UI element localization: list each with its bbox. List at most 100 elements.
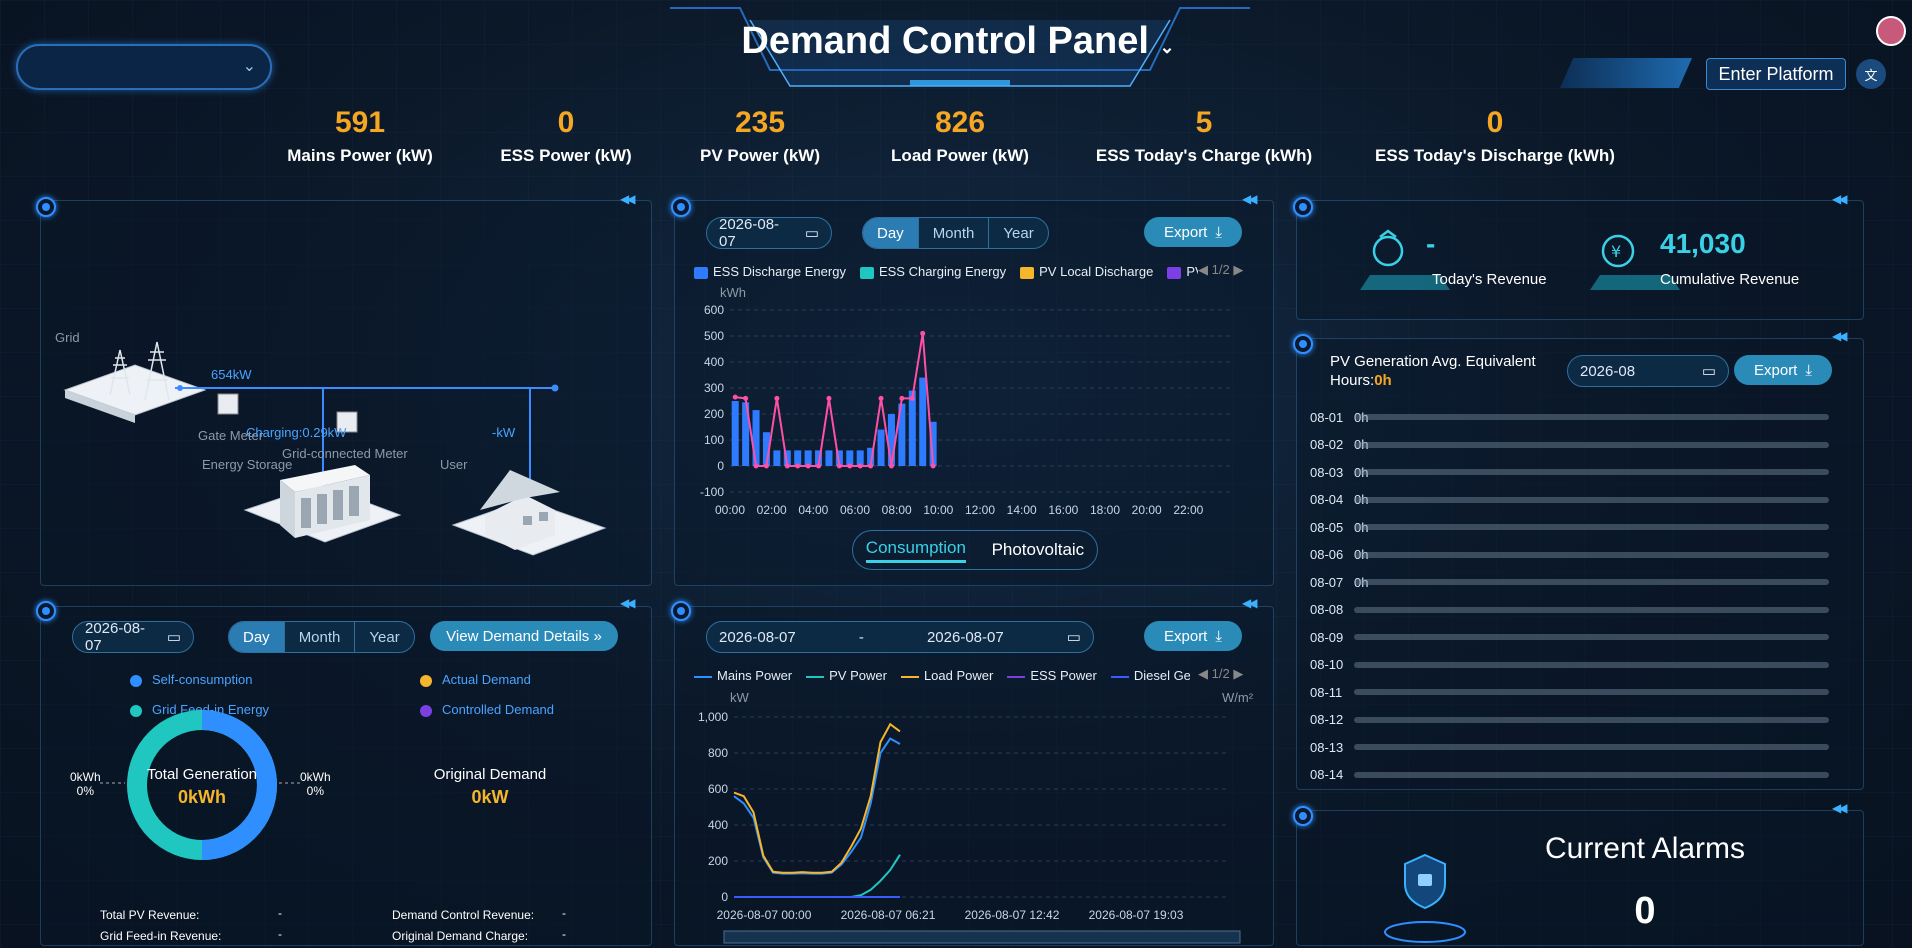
revenue-panel [1296,200,1864,320]
y-tick-label: 600 [704,303,724,317]
kpi-value: 235 [734,106,786,139]
row-date: 08-01 [1310,409,1344,425]
kpi-label: PV Power (kW) [700,146,820,165]
nav-tab[interactable] [1560,58,1692,88]
line-point [920,330,926,336]
yen-coin-icon: ¥ [1590,234,1680,290]
tab-day[interactable]: Day [863,218,919,248]
legend-label: Mains Power [717,668,793,683]
legend-item[interactable]: Mains Power [694,668,792,683]
x-tick-label: 16:00 [1048,503,1078,517]
pv-hours-row: 08-14 [1310,764,1830,786]
view-demand-details-button[interactable]: View Demand Details » [430,621,618,651]
power-line-chart: 1,000 800 600 400 200 0 2026-08-07 00:00 2026-0… [698,710,1241,944]
power-unit-left: kW [730,690,749,705]
legend-pager[interactable]: ◀ 1/2 ▶ [1198,666,1243,682]
month-text: 2026-08 [1580,362,1636,380]
tab-year[interactable]: Year [369,628,400,646]
energy-export-button[interactable]: Export ⤓ [1144,217,1242,247]
tab-month[interactable]: Month [285,622,356,652]
tab-consumption[interactable]: Consumption [865,538,966,563]
energy-storage-label: Energy Storage [202,457,293,472]
kpi-ess-power: 0 ESS Power (kW) [456,106,676,166]
x-tick-label: 12:00 [965,503,995,517]
translate-icon[interactable]: 文 [1856,59,1886,89]
legend-item[interactable]: PV l [1167,264,1198,279]
legend-actual-demand[interactable]: Actual Demand [420,672,531,687]
legend-item[interactable]: Diesel Generat [1110,668,1190,683]
row-hours: 0h [1354,547,1369,562]
energy-date-picker[interactable]: 2026-08-07 ▭ [706,216,832,250]
calendar-icon: ▭ [1066,629,1081,646]
bar [731,401,739,466]
pv-hours-title: PV Generation Avg. Equivalent Hours:0h [1330,352,1550,390]
legend-label: PV l [1186,264,1198,279]
bar [877,429,885,466]
x-tick-label: 2026-08-07 12:42 [965,908,1060,922]
prev-icon[interactable]: ◀ [1198,666,1208,681]
legend-label: ESS Power [1030,668,1097,683]
pv-hours-row: 08-04 0h [1310,489,1830,511]
kpi-value: 5 [1195,106,1213,139]
bar [846,450,854,466]
user-power-value: -kW [492,425,516,440]
today-revenue-value: - [1426,228,1436,259]
prev-icon[interactable]: ◀ [1198,262,1208,277]
demand-date-picker[interactable]: 2026-08-07 ▭ [72,620,194,654]
donut-right-label: 0kWh 0% [300,770,331,798]
next-icon[interactable]: ▶ [1233,666,1244,681]
legend-item[interactable]: ESS Charging Energy [859,264,1006,279]
page-title[interactable]: Demand Control Panel ⌄ [728,20,1188,63]
line-point [753,463,759,469]
pv-hours-row: 08-03 0h [1310,461,1830,483]
pv-hours-bar [1354,771,1829,778]
feed-in-revenue-value: - [278,927,282,941]
avatar[interactable] [1876,16,1906,46]
power-date-range[interactable]: 2026-08-07 - 2026-08-07 ▭ [706,621,1094,653]
line-point [784,463,790,469]
pv-month-picker[interactable]: 2026-08 ▭ [1567,355,1729,387]
gate-meter-label: Gate Meter [198,428,264,443]
legend-item[interactable]: ESS Power [1007,668,1097,683]
corner-arrows-icon: ◀◀ [1242,192,1258,206]
legend-self-consumption[interactable]: Self-consumption [130,672,252,687]
line-point [743,395,749,401]
download-icon: ⤓ [1805,361,1812,379]
tab-day[interactable]: Day [229,622,285,652]
row-date: 08-06 [1310,547,1344,562]
shield-alarm-icon [1384,853,1466,943]
original-demand-charge-label: Original Demand Charge: [392,929,529,943]
pv-export-button[interactable]: Export ⤓ [1734,355,1832,385]
site-select[interactable]: ⌄ [16,44,272,90]
line-series [735,333,935,467]
current-alarms-title: Current Alarms [1544,832,1746,865]
enter-platform-button[interactable]: Enter Platform [1706,58,1846,90]
today-revenue-label: Today's Revenue [1432,271,1547,288]
row-date: 08-10 [1310,657,1344,672]
legend-item[interactable]: ESS Discharge Energy [694,264,846,279]
legend-item[interactable]: Load Power [900,668,993,683]
x-tick-label: 04:00 [798,503,828,517]
legend-item[interactable]: PV Power [806,668,887,683]
bar [752,410,760,466]
legend-pager[interactable]: ◀ 1/2 ▶ [1198,262,1243,278]
row-hours: 0h [1354,464,1369,480]
legend-controlled-demand[interactable]: Controlled Demand [420,702,554,717]
house-icon [480,470,560,550]
bar [773,450,781,466]
kpi-pv-power: 235 PV Power (kW) [650,106,870,166]
tab-photovoltaic[interactable]: Photovoltaic [991,540,1085,559]
power-export-button[interactable]: Export ⤓ [1144,621,1242,651]
y-tick-label: 400 [704,355,724,369]
x-tick-label: 06:00 [840,503,870,517]
tab-month[interactable]: Month [919,218,990,248]
legend-label: Actual Demand [442,672,531,687]
user-label: User [440,457,468,472]
line-point [805,463,811,469]
legend-item[interactable]: PV Local Discharge [1020,264,1153,279]
tab-year[interactable]: Year [1003,224,1034,242]
next-icon[interactable]: ▶ [1233,262,1244,277]
calendar-icon: ▭ [804,225,819,242]
x-tick-label: 20:00 [1132,503,1162,517]
date-text: 2026-08-07 [719,216,780,250]
